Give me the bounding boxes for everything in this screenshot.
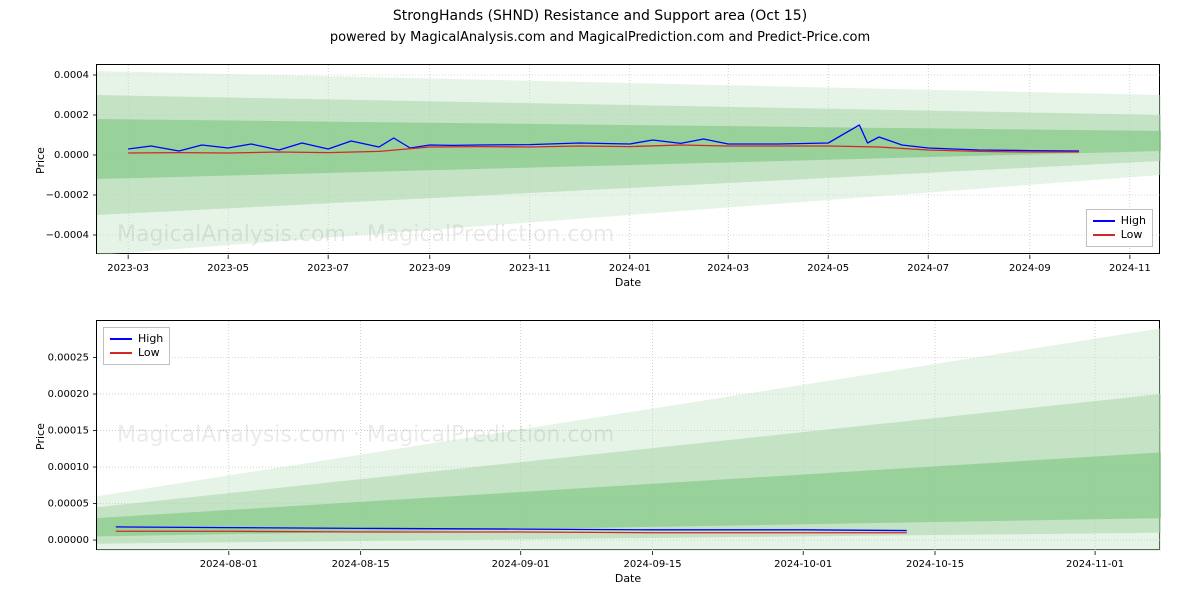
bottom-x-axis-label: Date xyxy=(96,572,1160,585)
top-chart-svg: −0.0004−0.00020.00000.00020.00042023-032… xyxy=(97,65,1161,255)
svg-text:2024-10-15: 2024-10-15 xyxy=(906,559,964,570)
svg-text:2024-09: 2024-09 xyxy=(1009,263,1051,274)
bottom-y-axis-label: Price xyxy=(34,423,47,450)
bottom-chart-area: 0.000000.000050.000100.000150.000200.000… xyxy=(96,320,1160,550)
svg-text:2024-08-15: 2024-08-15 xyxy=(332,559,390,570)
svg-text:0.00015: 0.00015 xyxy=(48,426,89,437)
legend-item: Low xyxy=(1093,228,1146,242)
svg-text:0.00020: 0.00020 xyxy=(48,389,89,400)
top-y-axis-label: Price xyxy=(34,147,47,174)
svg-text:2024-07: 2024-07 xyxy=(907,263,949,274)
legend-item: High xyxy=(1093,214,1146,228)
svg-text:0.0000: 0.0000 xyxy=(54,150,89,161)
legend-swatch xyxy=(1093,234,1115,236)
chart-title: StrongHands (SHND) Resistance and Suppor… xyxy=(0,8,1200,24)
svg-text:2024-01: 2024-01 xyxy=(609,263,651,274)
top-legend: HighLow xyxy=(1086,209,1153,247)
svg-text:0.00000: 0.00000 xyxy=(48,535,89,546)
legend-swatch xyxy=(110,338,132,340)
legend-item: Low xyxy=(110,346,163,360)
top-chart-area: −0.0004−0.00020.00000.00020.00042023-032… xyxy=(96,64,1160,254)
svg-text:2023-11: 2023-11 xyxy=(509,263,551,274)
legend-swatch xyxy=(110,352,132,354)
legend-label: Low xyxy=(138,346,160,360)
figure-container: { "figure": { "width_px": 1200, "height_… xyxy=(0,0,1200,600)
svg-text:0.00005: 0.00005 xyxy=(48,499,89,510)
svg-text:2024-05: 2024-05 xyxy=(807,263,849,274)
chart-subtitle: powered by MagicalAnalysis.com and Magic… xyxy=(0,30,1200,45)
svg-text:2024-11-01: 2024-11-01 xyxy=(1066,559,1124,570)
svg-text:2024-08-01: 2024-08-01 xyxy=(200,559,258,570)
svg-text:2023-03: 2023-03 xyxy=(107,263,149,274)
legend-label: Low xyxy=(1121,228,1143,242)
top-x-axis-label: Date xyxy=(96,276,1160,289)
svg-text:−0.0004: −0.0004 xyxy=(46,230,89,241)
svg-text:2024-09-01: 2024-09-01 xyxy=(492,559,550,570)
legend-label: High xyxy=(1121,214,1146,228)
svg-text:−0.0002: −0.0002 xyxy=(46,190,89,201)
svg-text:2024-10-01: 2024-10-01 xyxy=(774,559,832,570)
svg-text:2023-07: 2023-07 xyxy=(307,263,349,274)
legend-label: High xyxy=(138,332,163,346)
bottom-legend: HighLow xyxy=(103,327,170,365)
svg-text:0.0002: 0.0002 xyxy=(54,110,89,121)
svg-text:2023-05: 2023-05 xyxy=(207,263,249,274)
svg-text:2024-09-15: 2024-09-15 xyxy=(623,559,681,570)
svg-text:2024-03: 2024-03 xyxy=(707,263,749,274)
svg-text:0.00010: 0.00010 xyxy=(48,462,89,473)
svg-text:0.0004: 0.0004 xyxy=(54,70,89,81)
bottom-chart-svg: 0.000000.000050.000100.000150.000200.000… xyxy=(97,321,1161,551)
svg-text:2024-11: 2024-11 xyxy=(1109,263,1151,274)
svg-text:0.00025: 0.00025 xyxy=(48,353,89,364)
svg-text:2023-09: 2023-09 xyxy=(409,263,451,274)
legend-item: High xyxy=(110,332,163,346)
legend-swatch xyxy=(1093,220,1115,222)
